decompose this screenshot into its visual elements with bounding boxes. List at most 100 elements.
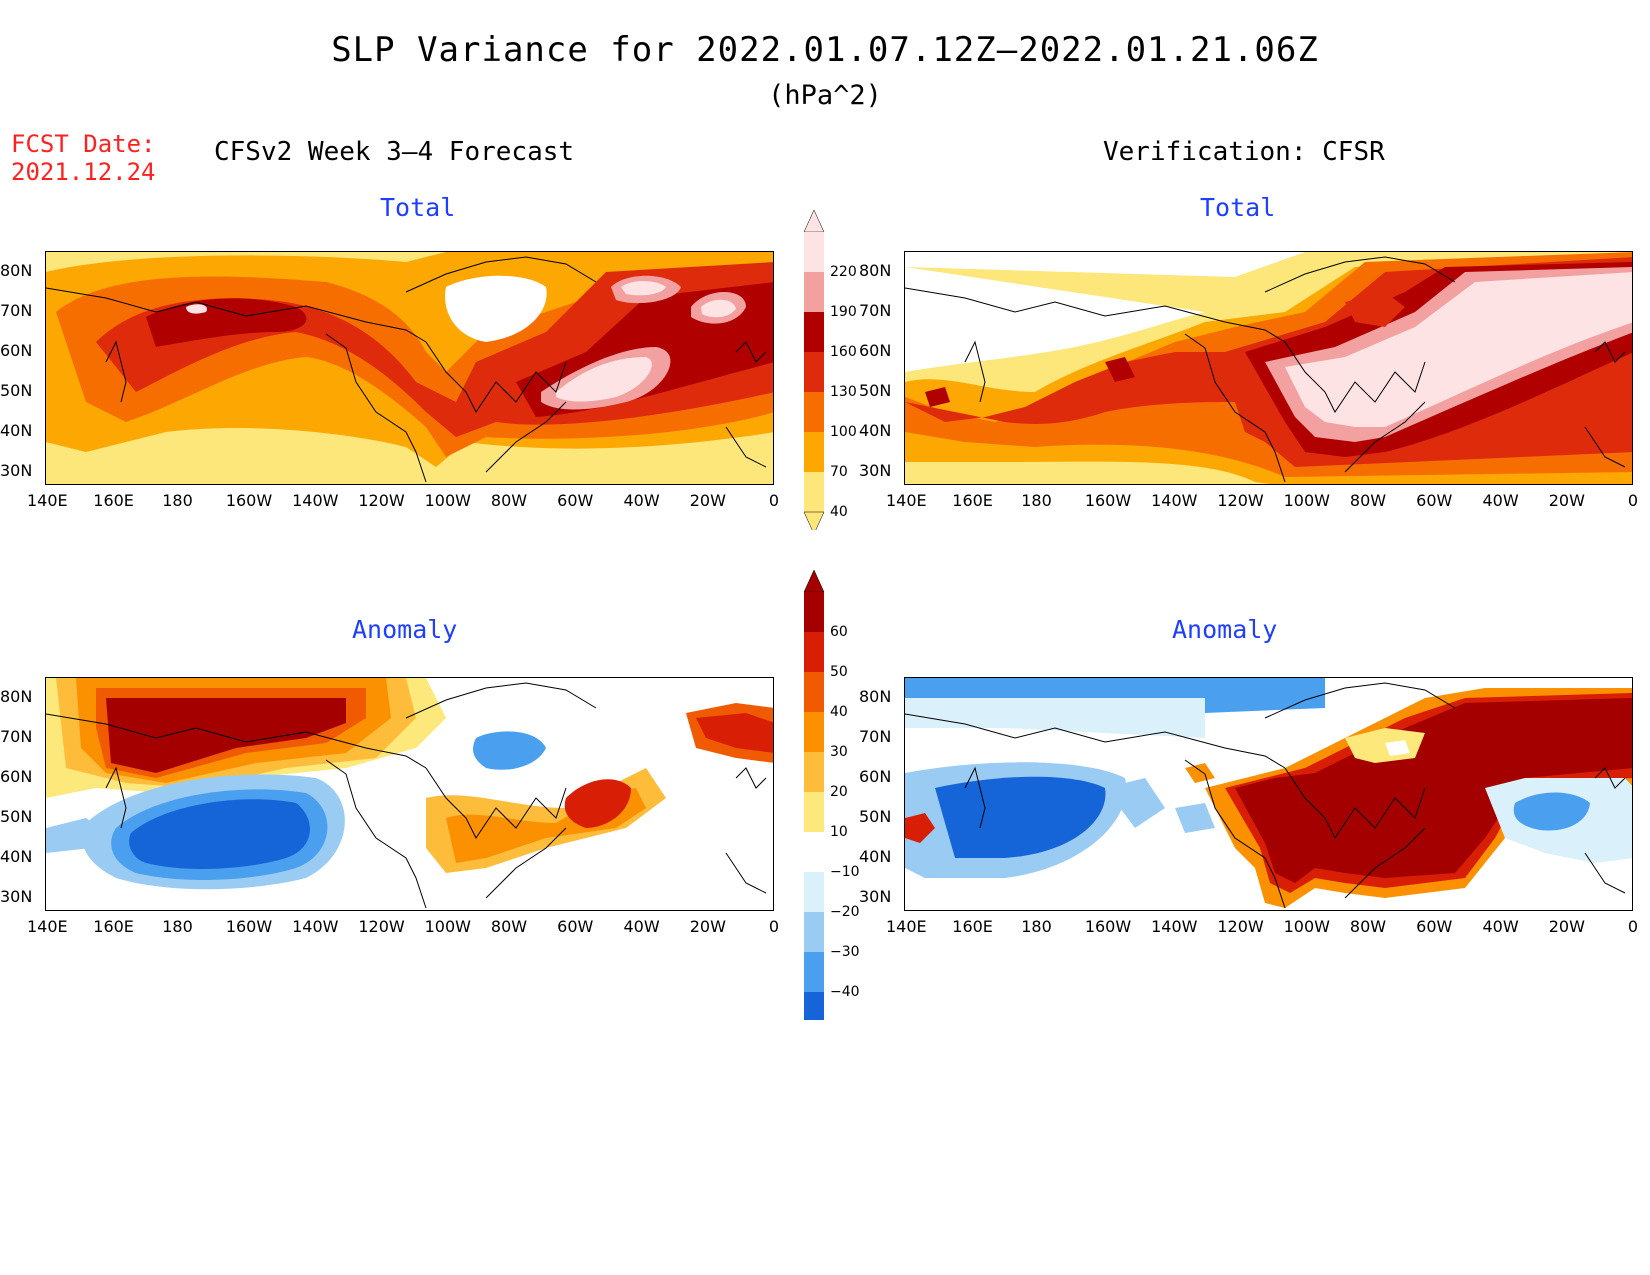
lon-label: 60W <box>1416 917 1453 936</box>
colorbar-segment <box>804 232 824 272</box>
figure-units: (hPa^2) <box>768 80 882 111</box>
verification-anomaly-map <box>904 677 1633 911</box>
lon-label: 20W <box>689 917 726 936</box>
lat-label: 60N <box>0 341 33 360</box>
lon-label: 80W <box>490 491 528 510</box>
colorbar-tick-label: 40 <box>830 704 848 720</box>
lon-label: 80W <box>1349 491 1387 510</box>
colorbar-segment <box>804 632 824 672</box>
lon-label: 160E <box>93 917 134 936</box>
lat-label: 50N <box>859 381 892 400</box>
lat-label: 70N <box>859 727 892 746</box>
lat-label: 70N <box>0 727 33 746</box>
lat-label: 40N <box>859 421 892 440</box>
verification-total-field <box>905 252 1632 484</box>
colorbar-tick-label: 220 <box>830 264 857 280</box>
lon-label: 140E <box>886 491 927 510</box>
lat-label: 60N <box>0 767 33 786</box>
lon-label: 160W <box>1084 491 1132 510</box>
lon-label: 60W <box>557 491 594 510</box>
colorbar-segment <box>804 712 824 752</box>
lat-label: 30N <box>0 461 33 480</box>
colorbar-tick-label: −20 <box>830 904 860 920</box>
lon-label: 100W <box>424 917 471 936</box>
verification-anomaly-label: Anomaly <box>1172 615 1278 644</box>
verification-anomaly-field <box>905 678 1632 910</box>
forecast-anomaly-label: Anomaly <box>352 615 458 644</box>
colorbar-segment <box>804 472 824 512</box>
colorbar-segment <box>804 992 824 1020</box>
colorbar-tick-label: 30 <box>830 744 848 760</box>
lon-label: 0 <box>768 917 780 936</box>
colorbar-tick-label: 50 <box>830 664 848 680</box>
forecast-total-map <box>45 251 774 485</box>
lon-label: 60W <box>1416 491 1453 510</box>
lon-label: 140W <box>1151 491 1198 510</box>
total-colorbar <box>803 210 825 530</box>
lon-label: 120W <box>1217 917 1264 936</box>
lon-label: 160W <box>225 491 273 510</box>
colorbar-segment <box>804 752 824 792</box>
lat-label: 80N <box>0 687 33 706</box>
lon-label: 80W <box>490 917 528 936</box>
lon-label: 20W <box>1548 917 1585 936</box>
colorbar-tick-label: −10 <box>830 864 860 880</box>
lat-label: 70N <box>0 301 33 320</box>
colorbar-tick-label: 60 <box>830 624 848 640</box>
lon-label: 140E <box>27 917 68 936</box>
verification-total-map <box>904 251 1633 485</box>
lon-label: 40W <box>1482 917 1519 936</box>
lon-label: 80W <box>1349 917 1387 936</box>
forecast-total-field <box>46 252 773 484</box>
lat-label: 50N <box>859 807 892 826</box>
lat-label: 30N <box>0 887 33 906</box>
lon-label: 140E <box>27 491 68 510</box>
lat-label: 40N <box>0 421 33 440</box>
colorbar-top-arrow <box>803 570 825 593</box>
colorbar-segment <box>804 392 824 432</box>
lon-label: 160W <box>225 917 273 936</box>
lon-label: 120W <box>1217 491 1264 510</box>
lat-label: 80N <box>859 687 892 706</box>
lat-label: 60N <box>859 767 892 786</box>
colorbar-top-arrow <box>803 210 825 233</box>
lon-label: 40W <box>623 491 660 510</box>
colorbar-segment <box>804 352 824 392</box>
fcst-date-label: FCST Date: <box>11 130 156 158</box>
lon-label: 40W <box>1482 491 1519 510</box>
colorbar-segment <box>804 792 824 832</box>
lon-label: 20W <box>1548 491 1585 510</box>
lon-label: 140E <box>886 917 927 936</box>
lat-label: 70N <box>859 301 892 320</box>
colorbar-segment <box>804 672 824 712</box>
lon-label: 180 <box>1021 491 1052 510</box>
colorbar-segment <box>804 872 824 912</box>
lat-label: 80N <box>859 261 892 280</box>
colorbar-tick-label: 20 <box>830 784 848 800</box>
lon-label: 0 <box>1627 917 1639 936</box>
anomaly-colorbar <box>803 570 825 1020</box>
lon-label: 20W <box>689 491 726 510</box>
lon-label: 160W <box>1084 917 1132 936</box>
forecast-anomaly-field <box>46 678 773 910</box>
lon-label: 120W <box>358 917 405 936</box>
colorbar-segment <box>804 592 824 632</box>
colorbar-bottom-arrow <box>803 511 825 530</box>
figure-title: SLP Variance for 2022.01.07.12Z–2022.01.… <box>331 30 1319 70</box>
lat-label: 80N <box>0 261 33 280</box>
lon-label: 40W <box>623 917 660 936</box>
colorbar-segment <box>804 952 824 992</box>
colorbar-tick-label: 190 <box>830 304 857 320</box>
forecast-header: CFSv2 Week 3–4 Forecast <box>214 137 575 167</box>
colorbar-segment <box>804 432 824 472</box>
colorbar-tick-label: 130 <box>830 384 857 400</box>
colorbar-tick-label: 10 <box>830 824 848 840</box>
lat-label: 30N <box>859 461 892 480</box>
colorbar-tick-label: 160 <box>830 344 857 360</box>
forecast-anomaly-map <box>45 677 774 911</box>
lon-label: 140W <box>1151 917 1198 936</box>
lon-label: 160E <box>952 491 993 510</box>
lon-label: 100W <box>1283 491 1330 510</box>
lon-label: 180 <box>162 491 193 510</box>
lon-label: 120W <box>358 491 405 510</box>
